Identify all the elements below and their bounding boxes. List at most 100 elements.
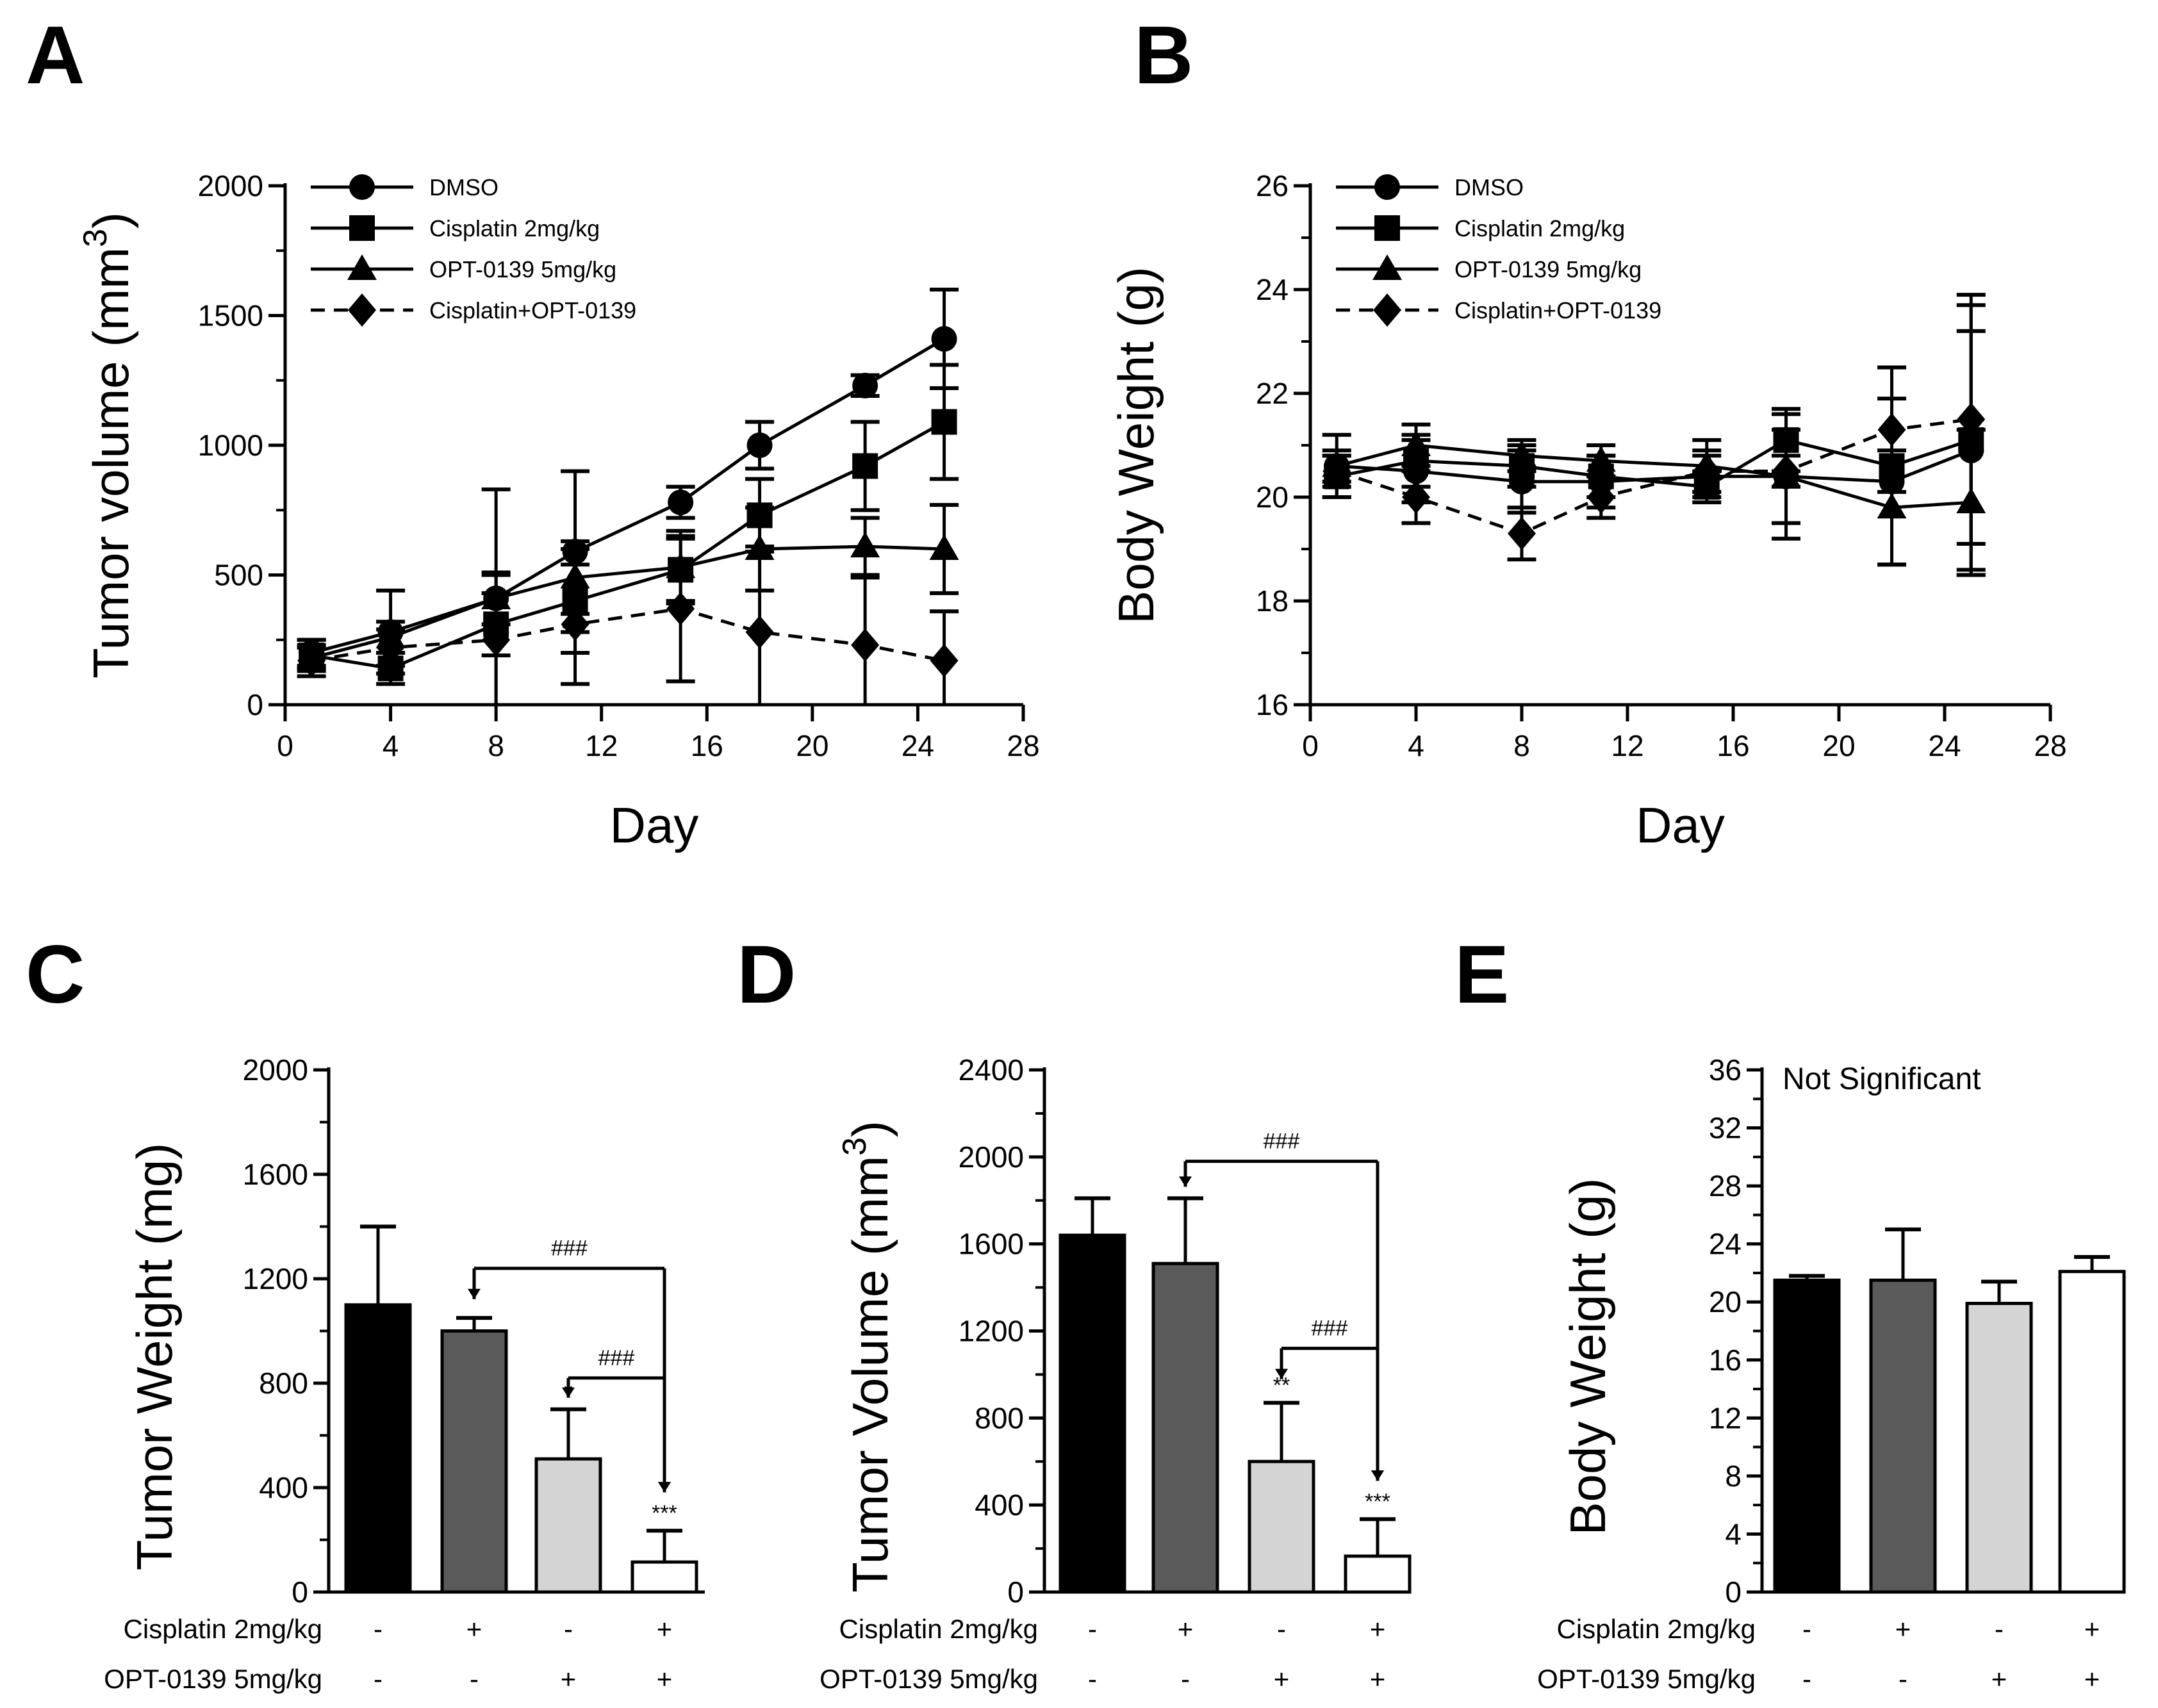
bar <box>1869 1278 1937 1594</box>
condition-sign: + <box>561 1664 577 1694</box>
legend-marker <box>348 293 376 327</box>
data-point <box>931 325 957 352</box>
legend-marker <box>1374 174 1400 200</box>
data-point <box>1402 480 1430 514</box>
legend-entry: Cisplatin+OPT-0139 <box>429 297 636 324</box>
condition-label: Cisplatin 2mg/kg <box>124 1614 322 1644</box>
legend-marker <box>347 254 377 280</box>
significance-mark: *** <box>1365 1490 1390 1514</box>
y-tick-label: 8 <box>1725 1459 1742 1493</box>
legend: DMSO Cisplatin 2mg/kg OPT-0139 5mg/kg Cispl… <box>1336 174 1661 327</box>
y-tick-label: 500 <box>214 559 263 592</box>
legend-entry: Cisplatin+OPT-0139 <box>1454 297 1661 324</box>
x-tick-label: 12 <box>1611 729 1643 762</box>
bar-group <box>1965 1279 2033 1594</box>
y-tick-label: 800 <box>975 1401 1024 1434</box>
bar-group <box>2058 1255 2126 1594</box>
y-axis-title: Body Weight (g) <box>1108 267 1164 624</box>
condition-sign: - <box>564 1614 573 1644</box>
y-axis-title-text: Tumor volume (mm <box>83 247 139 678</box>
y-axis-title: Tumor Volume (mm3) <box>836 1121 898 1593</box>
data-point <box>1401 431 1431 456</box>
bar <box>1248 1459 1315 1594</box>
significance-bracket: ### <box>1275 1317 1384 1481</box>
condition-sign: - <box>374 1614 383 1644</box>
bar-group <box>1058 1196 1126 1594</box>
y-tick-label: 1000 <box>198 429 263 462</box>
condition-sign: + <box>1274 1664 1290 1694</box>
y-tick-label: 26 <box>1256 169 1289 202</box>
x-axis-title: Day <box>610 797 699 853</box>
data-point <box>930 644 959 678</box>
bar-group: *** <box>1344 1490 1412 1594</box>
bracket-arrow <box>1275 1368 1288 1379</box>
y-tick-label: 2000 <box>959 1140 1024 1174</box>
condition-label: OPT-0139 5mg/kg <box>104 1664 322 1694</box>
series-line <box>311 607 945 662</box>
bar-group <box>1869 1228 1937 1594</box>
x-tick-label: 24 <box>902 729 934 762</box>
panel-letter: C <box>26 929 85 1021</box>
y-tick-label: 0 <box>292 1575 308 1609</box>
condition-sign: - <box>1995 1614 2004 1644</box>
y-tick-label: 28 <box>1709 1169 1742 1203</box>
y-tick-label: 4 <box>1725 1517 1742 1550</box>
x-axis-title: Day <box>1636 797 1725 853</box>
condition-sign: - <box>1181 1664 1190 1694</box>
y-tick-label: 400 <box>259 1471 308 1504</box>
bar-group: *** <box>630 1501 698 1594</box>
data-point <box>929 534 959 560</box>
legend-entry: OPT-0139 5mg/kg <box>1454 256 1642 283</box>
condition-sign: + <box>657 1664 673 1694</box>
legend-entry: OPT-0139 5mg/kg <box>429 256 616 283</box>
panel-d: D 0 400 800 1200 1600 2000 2400 Tumor Volume (mm… <box>737 929 1412 1694</box>
x-tick-label: 28 <box>2034 729 2066 762</box>
bracket-label: ### <box>598 1346 635 1370</box>
bar-group: ** <box>1248 1374 1315 1594</box>
condition-sign: + <box>2084 1664 2100 1694</box>
data-point <box>297 644 326 678</box>
y-axis-title-close: ) <box>83 212 139 229</box>
x-tick-label: 0 <box>1302 729 1319 762</box>
x-tick-label: 8 <box>1513 729 1530 762</box>
y-tick-label: 1600 <box>243 1158 308 1191</box>
condition-row: Cisplatin 2mg/kg - + - + <box>1557 1614 2100 1644</box>
data-point <box>1877 493 1907 519</box>
bracket-arrow <box>1371 1470 1384 1481</box>
data-point <box>561 607 589 641</box>
condition-sign: + <box>1370 1614 1386 1644</box>
data-point <box>852 372 878 398</box>
bar <box>1058 1233 1126 1594</box>
legend-entry: DMSO <box>1454 174 1524 201</box>
data-point <box>745 615 774 649</box>
data-point <box>931 409 957 435</box>
x-tick-label: 20 <box>796 729 828 762</box>
legend-entry: DMSO <box>429 174 498 201</box>
data-point <box>1508 516 1536 550</box>
bracket-arrow <box>1179 1176 1192 1187</box>
y-tick-label: 18 <box>1256 584 1289 618</box>
condition-row: OPT-0139 5mg/kg - - + + <box>104 1664 672 1694</box>
bar <box>344 1303 412 1594</box>
bracket-label: ### <box>551 1236 588 1261</box>
legend-marker <box>1373 293 1401 327</box>
condition-row: Cisplatin 2mg/kg - + - + <box>839 1614 1386 1644</box>
condition-sign: + <box>1991 1664 2007 1694</box>
y-tick-label: 0 <box>247 688 263 721</box>
y-axis-title-text: Body Weight (g) <box>1560 1178 1616 1536</box>
bar <box>1773 1278 1841 1594</box>
x-tick-label: 0 <box>277 729 293 762</box>
y-tick-label: 22 <box>1256 377 1289 410</box>
condition-label: Cisplatin 2mg/kg <box>839 1614 1038 1644</box>
legend-marker <box>1372 254 1402 280</box>
bracket-arrow <box>658 1482 671 1493</box>
condition-sign: - <box>1088 1664 1097 1694</box>
y-axis-title: Tumor volume (mm3) <box>77 212 139 678</box>
bar-group <box>1151 1196 1219 1594</box>
condition-sign: - <box>374 1664 383 1694</box>
y-tick-label: 24 <box>1709 1228 1742 1261</box>
y-axis-title-superscript: 3 <box>77 229 114 247</box>
data-point <box>1507 441 1536 467</box>
series-line <box>1336 443 1972 509</box>
bar <box>1965 1301 2033 1594</box>
